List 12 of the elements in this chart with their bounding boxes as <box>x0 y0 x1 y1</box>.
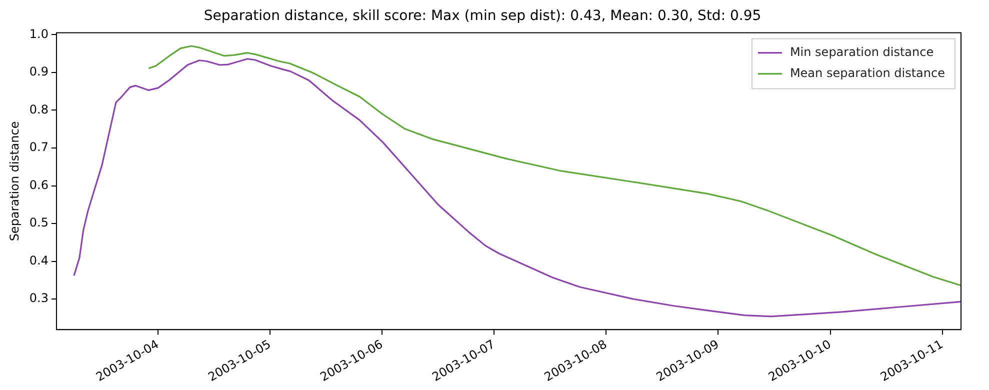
legend-label: Min separation distance <box>790 44 934 59</box>
y-tick-label: 0.4 <box>29 253 48 268</box>
y-tick-label: 0.8 <box>29 102 48 116</box>
chart-title: Separation distance, skill score: Max (min sep dist): 0.43, Mean: 0.30, Std: 0.95 <box>204 8 762 24</box>
y-tick-label: 0.7 <box>29 140 48 154</box>
y-tick-label: 0.5 <box>29 216 48 230</box>
y-tick-label: 1.0 <box>29 26 48 41</box>
y-tick-label: 0.9 <box>29 64 48 79</box>
legend-label: Mean separation distance <box>790 66 946 80</box>
y-axis-title: Separation distance <box>7 121 22 242</box>
y-tick-label: 0.3 <box>29 291 48 306</box>
y-tick-label: 0.6 <box>29 178 48 192</box>
